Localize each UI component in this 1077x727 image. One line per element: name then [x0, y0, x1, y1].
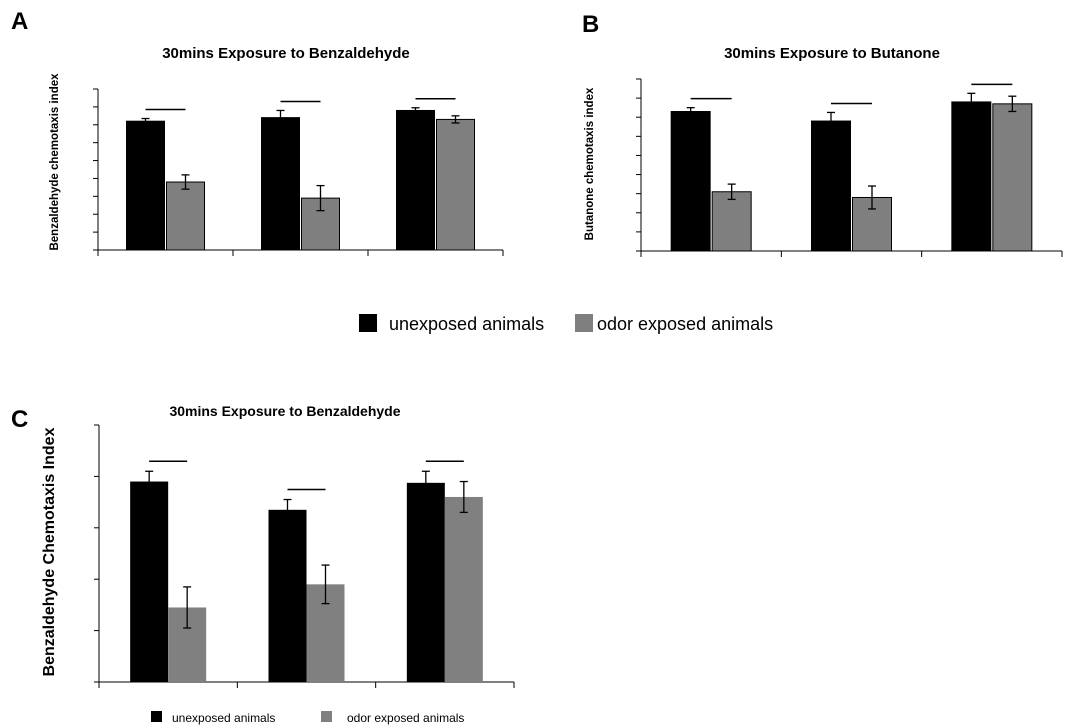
chart-b-bar-unexposed: [952, 102, 991, 251]
legend-c-label-unexposed: unexposed animals: [172, 711, 275, 725]
legend-c-label-exposed: odor exposed animals: [347, 711, 464, 725]
chart-b-bar-exposed: [993, 104, 1032, 251]
legend-ab-label-unexposed: unexposed animals: [389, 314, 544, 334]
chart-a-bar-exposed: [437, 119, 475, 250]
chart-c-bar-exposed: [445, 497, 483, 682]
chart-c-bar-unexposed: [269, 510, 307, 682]
legend-c: unexposed animals odor exposed animals: [151, 711, 464, 725]
chart-c-bar-unexposed: [407, 483, 445, 682]
chart-c-bar-unexposed: [130, 482, 168, 682]
legend-ab-label-exposed: odor exposed animals: [597, 314, 773, 334]
chart-b-bar-unexposed: [812, 121, 851, 251]
chart-c-y-axis-label: Benzaldehyde Chemotaxis Index: [41, 427, 58, 676]
chart-a-bar-unexposed: [397, 110, 435, 250]
chart-a-title: 30mins Exposure to Benzaldehyde: [162, 45, 410, 62]
legend-ab-swatch-unexposed: [359, 314, 377, 332]
panel-label-b: B: [582, 11, 599, 38]
chart-c: [94, 425, 514, 688]
chart-b-y-axis-label: Butanone chemotaxis index: [584, 87, 596, 240]
panel-label-c: C: [11, 406, 28, 433]
chart-a: [93, 89, 503, 256]
chart-b-bar-unexposed: [671, 111, 710, 251]
chart-a-bar-unexposed: [262, 118, 300, 250]
chart-a-y-axis-label: Benzaldehyde chemotaxis index: [49, 73, 61, 251]
legend-ab: unexposed animals odor exposed animals: [359, 314, 773, 334]
chart-a-bar-exposed: [167, 182, 205, 250]
chart-b-title: 30mins Exposure to Butanone: [724, 45, 940, 62]
legend-c-swatch-unexposed: [151, 711, 162, 722]
legend-c-swatch-exposed: [321, 711, 332, 722]
legend-ab-swatch-exposed: [575, 314, 593, 332]
chart-a-bar-unexposed: [127, 121, 165, 250]
panel-label-a: A: [11, 8, 28, 35]
chart-b: [636, 79, 1062, 257]
chart-b-bar-exposed: [712, 192, 751, 251]
chart-c-title: 30mins Exposure to Benzaldehyde: [169, 403, 400, 419]
